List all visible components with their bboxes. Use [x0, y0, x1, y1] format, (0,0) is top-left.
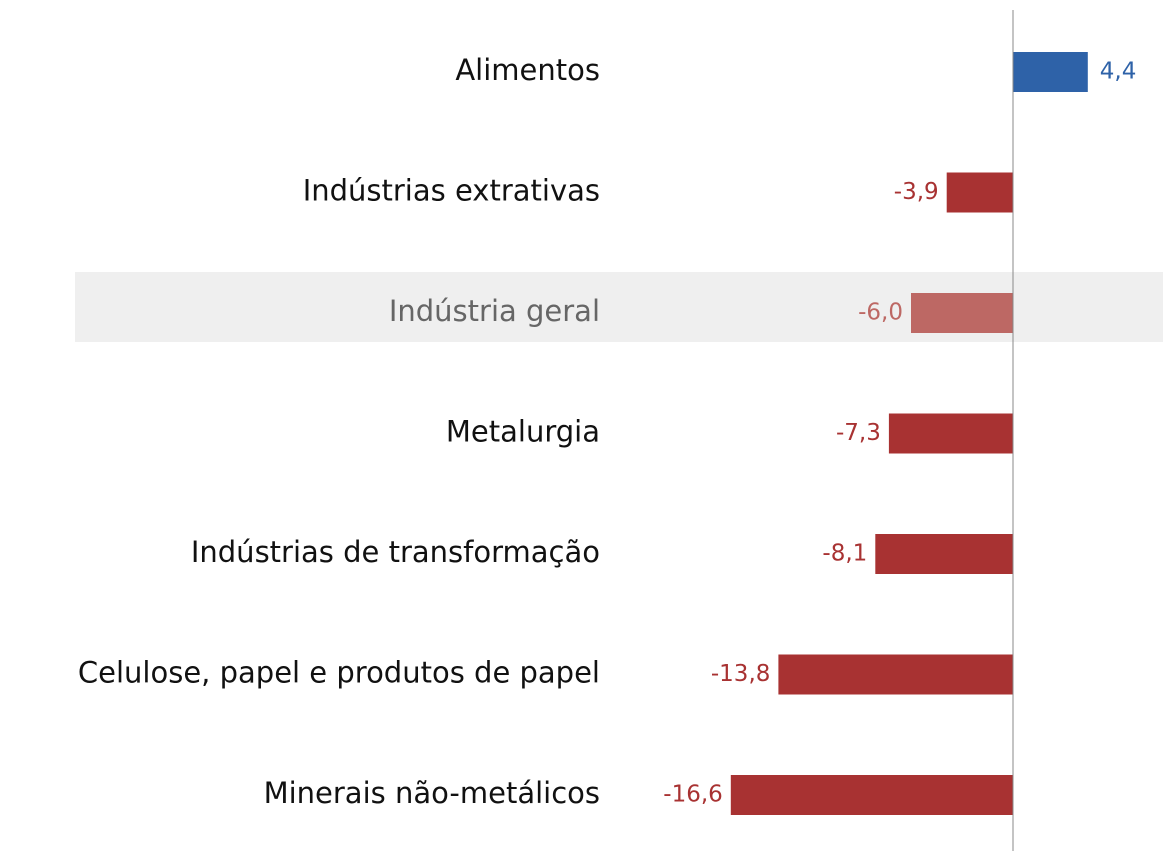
value-label: -16,6: [663, 782, 723, 808]
value-label: -3,9: [894, 179, 939, 205]
bar: [946, 172, 1013, 213]
bar: [1013, 52, 1088, 92]
bar: [730, 775, 1013, 815]
category-label: Celulose, papel e produtos de papel: [78, 656, 600, 690]
value-label: -13,8: [711, 661, 771, 687]
value-label: -7,3: [836, 420, 881, 446]
bar: [875, 534, 1013, 574]
value-label: 4,4: [1100, 59, 1137, 85]
value-label: -6,0: [858, 300, 903, 326]
category-label: Indústria geral: [389, 294, 600, 328]
bar: [888, 413, 1013, 454]
category-label: Indústrias de transformação: [191, 535, 600, 569]
bar: [778, 654, 1013, 695]
category-label: Alimentos: [455, 53, 600, 87]
category-label: Metalurgia: [446, 415, 600, 449]
category-label: Indústrias extrativas: [303, 174, 600, 208]
category-label: Minerais não-metálicos: [264, 776, 600, 810]
value-label: -8,1: [822, 541, 867, 567]
bar: [911, 293, 1013, 333]
